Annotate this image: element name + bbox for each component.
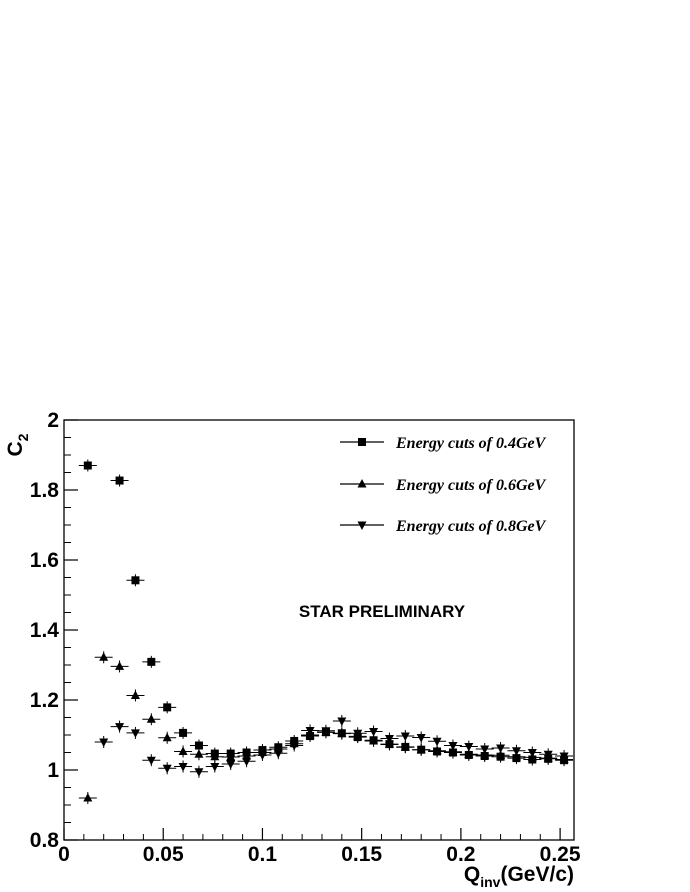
data-point: [353, 729, 363, 739]
data-point: [369, 728, 379, 737]
data-point: [146, 714, 156, 723]
legend: Energy cuts of 0.4GeV Energy cuts of 0.6G…: [340, 435, 547, 535]
data-point: [305, 726, 315, 736]
data-point: [83, 461, 92, 470]
data-point: [83, 793, 93, 802]
y-tick-label: 0.8: [30, 829, 60, 852]
legend-label: Energy cuts of 0.6GeV: [395, 477, 547, 494]
data-point: [115, 723, 125, 732]
data-point: [400, 742, 410, 751]
data-series: [78, 459, 574, 804]
data-point: [257, 751, 267, 760]
data-point: [115, 661, 125, 670]
legend-entry: Energy cuts of 0.8GeV: [340, 518, 547, 535]
series-triangle-down: [94, 715, 574, 778]
data-point: [416, 744, 426, 754]
data-point: [559, 752, 569, 761]
legend-marker: [357, 479, 367, 488]
data-point: [496, 744, 506, 753]
data-point: [210, 751, 220, 761]
y-axis-title-main: C: [4, 441, 27, 456]
data-point: [432, 745, 442, 755]
y-tick-label: 1.2: [30, 689, 59, 712]
x-tick-label: 0.1: [248, 843, 278, 866]
data-point: [162, 732, 172, 742]
legend-label: Energy cuts of 0.8GeV: [395, 518, 547, 535]
x-tick-label: 0.25: [540, 843, 581, 866]
data-point: [130, 729, 140, 738]
data-point: [273, 749, 283, 759]
x-axis-title: Qinv(GeV/c): [464, 863, 574, 890]
y-tick-label: 1.6: [30, 549, 59, 572]
data-point: [194, 749, 204, 758]
legend-entry: Energy cuts of 0.4GeV: [340, 435, 547, 452]
data-point: [384, 735, 394, 744]
data-point: [147, 657, 156, 666]
data-point: [543, 750, 553, 760]
data-point: [400, 732, 410, 742]
data-point: [99, 652, 109, 661]
y-tick-label: 2: [47, 409, 59, 432]
x-axis-title-suffix: (GeV/c): [500, 863, 574, 886]
legend-entry: Energy cuts of 0.6GeV: [340, 477, 547, 494]
data-point: [178, 763, 188, 772]
x-tick-label: 0: [58, 843, 70, 866]
data-point: [179, 728, 188, 737]
data-point: [163, 703, 172, 712]
y-axis-title-sub: 2: [15, 433, 31, 441]
data-point: [416, 733, 426, 743]
data-point: [178, 746, 188, 755]
data-point: [146, 756, 156, 766]
data-point: [226, 752, 236, 761]
data-point: [464, 743, 474, 752]
data-point: [369, 735, 379, 745]
data-point: [432, 737, 442, 747]
legend-label: Energy cuts of 0.4GeV: [395, 435, 547, 452]
data-point: [480, 745, 490, 754]
y-tick-label: 1.8: [30, 479, 60, 502]
data-point: [464, 749, 474, 758]
data-point: [242, 757, 252, 767]
data-point: [99, 738, 109, 747]
data-point: [194, 768, 204, 777]
x-tick-label: 0.15: [341, 843, 382, 866]
data-point: [289, 742, 299, 751]
data-point: [130, 690, 140, 699]
data-point: [527, 749, 537, 758]
x-axis-title-main: Q: [464, 863, 480, 886]
data-point: [337, 717, 347, 726]
y-tick-label: 1: [47, 759, 59, 782]
x-tick-label: 0.2: [446, 843, 475, 866]
x-axis-title-sub: inv: [480, 874, 500, 890]
data-point: [321, 727, 331, 736]
y-axis-title: C2: [4, 433, 31, 456]
data-point: [226, 760, 236, 770]
data-point: [131, 576, 140, 585]
legend-marker: [358, 438, 366, 446]
data-point: [194, 741, 203, 750]
data-point: [337, 728, 347, 738]
data-point: [496, 750, 506, 759]
legend-marker: [357, 521, 367, 530]
data-point: [210, 763, 220, 772]
x-tick-label: 0.05: [143, 843, 184, 866]
data-point: [448, 742, 458, 751]
data-point: [162, 764, 172, 774]
data-point: [511, 747, 521, 756]
preliminary-annotation: STAR PRELIMINARY: [299, 602, 466, 621]
y-tick-label: 1.4: [30, 619, 60, 642]
axis-ticks: 0 0.05 0.1 0.15 0.2 0.25 0.8 1 1.2 1.4 1.6 1.8 2: [30, 409, 581, 866]
data-point: [115, 476, 124, 485]
